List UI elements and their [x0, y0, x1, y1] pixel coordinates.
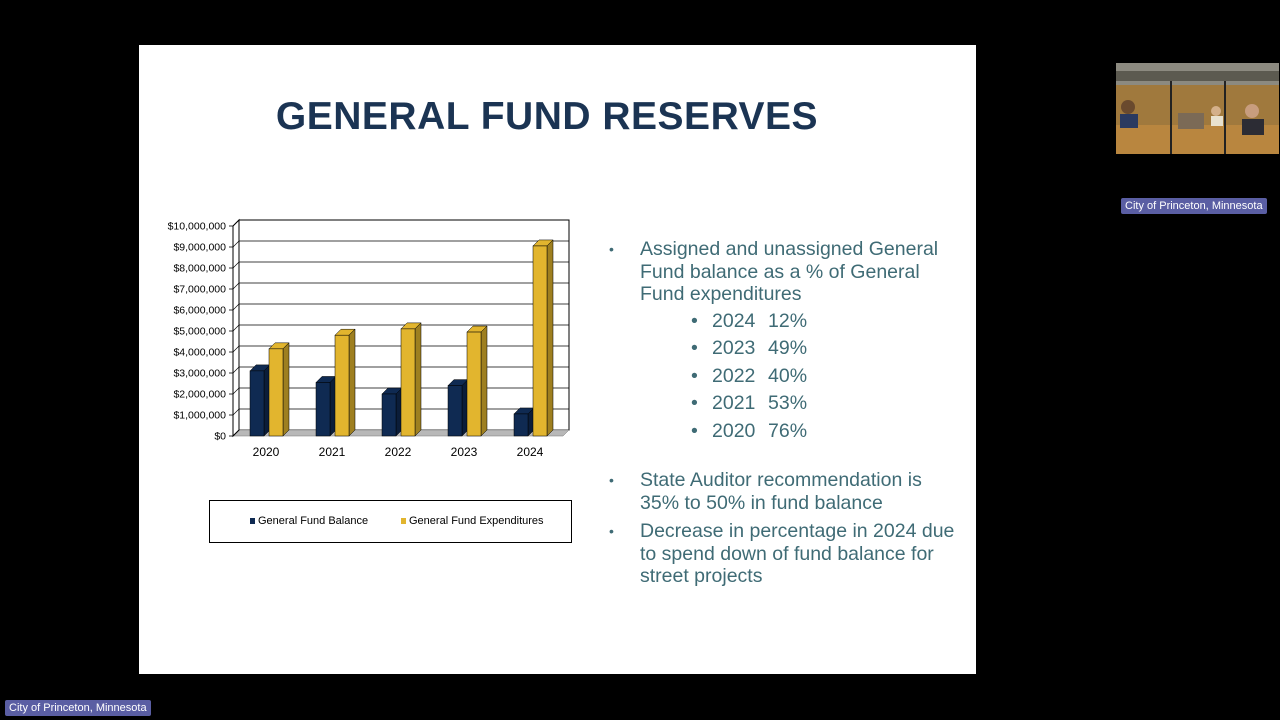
percentage-item: • 2020 76%: [609, 418, 959, 446]
percentage-item: • 2021 53%: [609, 390, 959, 418]
bar-side: [414, 322, 422, 437]
bar-balance: [249, 370, 265, 437]
legend-label-expenditures: General Fund Expenditures: [409, 515, 544, 527]
y-tick-label: $10,000,000: [168, 221, 227, 233]
y-tick-label: $2,000,000: [173, 389, 226, 401]
bar-expenditures: [268, 348, 284, 437]
bar-side: [480, 325, 488, 437]
y-tick-label: $7,000,000: [173, 284, 226, 296]
chart-gridline-side: [232, 219, 240, 227]
bar-side: [348, 328, 356, 437]
y-tick-label: $4,000,000: [173, 347, 226, 359]
legend-item-balance: General Fund Balance: [250, 515, 368, 527]
percentage-year: 2022: [712, 364, 756, 387]
x-tick-label: 2023: [451, 445, 478, 459]
percentage-list: • 2024 12% • 2023 49% • 2022 40% • 2021 53% • 202…: [609, 308, 959, 446]
bullet-item: • Assigned and unassigned General Fund b…: [609, 238, 959, 306]
stream-name-label: City of Princeton, Minnesota: [5, 700, 151, 716]
bar-expenditures: [466, 331, 482, 437]
participant-video-thumbnail[interactable]: [1116, 63, 1279, 154]
y-tick-label: $1,000,000: [173, 410, 226, 422]
percentage-value: 49%: [768, 337, 808, 359]
x-tick-label: 2021: [319, 445, 346, 459]
bar-expenditures: [532, 245, 548, 437]
bullet-text: Assigned and unassigned General Fund bal…: [640, 238, 939, 305]
y-tick-label: $3,000,000: [173, 368, 226, 380]
bar-balance: [447, 385, 463, 437]
legend-swatch-balance: [250, 518, 255, 524]
chart-legend: General Fund Balance General Fund Expend…: [209, 500, 572, 543]
chart-gridline-side: [232, 261, 240, 269]
percentage-value: 12%: [768, 309, 808, 332]
participant-name-label: City of Princeton, Minnesota: [1121, 198, 1267, 214]
bar-side: [546, 239, 554, 437]
legend-swatch-expenditures: [401, 518, 406, 524]
bullet-text: State Auditor recommendation is 35% to 5…: [640, 469, 922, 514]
chart-gridline-side: [232, 345, 240, 353]
bullet-text: Decrease in percentage in 2024 due to sp…: [640, 520, 955, 587]
slide-title: GENERAL FUND RESERVES: [275, 95, 819, 138]
percentage-value: 76%: [768, 419, 808, 442]
chart-gridline-side: [232, 387, 240, 395]
bullet-dot-icon: •: [609, 241, 614, 257]
bullet-item: • State Auditor recommendation is 35% to…: [609, 469, 959, 514]
x-tick-label: 2020: [253, 445, 280, 459]
percentage-item: • 2024 12%: [609, 308, 959, 336]
bar-side: [282, 342, 290, 437]
legend-item-expenditures: General Fund Expenditures: [401, 515, 544, 527]
bar-balance: [381, 393, 397, 437]
presentation-slide: GENERAL FUND RESERVES $0 $1,000,000 $2,000…: [139, 45, 976, 674]
sub-bullet-icon: •: [691, 419, 698, 442]
y-tick-label: $6,000,000: [173, 305, 226, 317]
y-tick-label: $9,000,000: [173, 242, 226, 254]
bullet-item: • Decrease in percentage in 2024 due to …: [609, 520, 959, 588]
y-tick-label: $0: [214, 431, 226, 443]
legend-label-balance: General Fund Balance: [258, 515, 369, 527]
chart-gridline-side: [232, 324, 240, 332]
percentage-value: 53%: [768, 392, 808, 414]
bar-balance: [315, 382, 331, 437]
percentage-year: 2024: [712, 309, 756, 332]
sub-bullet-icon: •: [691, 337, 698, 359]
bar-expenditures: [400, 328, 416, 437]
bar-expenditures: [334, 334, 350, 437]
percentage-item: • 2022 40%: [609, 363, 959, 391]
x-tick-label: 2022: [385, 445, 412, 459]
bullet-dot-icon: •: [609, 523, 614, 539]
bar-balance: [513, 413, 529, 437]
percentage-value: 40%: [768, 364, 808, 387]
percentage-year: 2021: [712, 392, 756, 414]
bullet-dot-icon: •: [609, 472, 614, 488]
bar-chart: $0 $1,000,000 $2,000,000 $3,000,000 $4,000,0…: [168, 218, 570, 459]
x-tick-label: 2024: [517, 445, 544, 459]
bullet-list: • Assigned and unassigned General Fund b…: [609, 238, 959, 588]
sub-bullet-icon: •: [691, 364, 698, 387]
y-tick-label: $5,000,000: [173, 326, 226, 338]
chart-gridline-side: [232, 366, 240, 374]
chart-gridline-side: [232, 240, 240, 248]
sub-bullet-icon: •: [691, 392, 698, 414]
percentage-item: • 2023 49%: [609, 335, 959, 363]
chart-gridline-side: [232, 303, 240, 311]
chart-gridline-side: [232, 282, 240, 290]
sub-bullet-icon: •: [691, 309, 698, 332]
video-frame-image: [1116, 63, 1279, 154]
chart-gridline-side: [232, 408, 240, 416]
percentage-year: 2023: [712, 337, 756, 359]
percentage-year: 2020: [712, 419, 756, 442]
chart-gridline-side: [232, 429, 240, 437]
y-tick-label: $8,000,000: [173, 263, 226, 275]
